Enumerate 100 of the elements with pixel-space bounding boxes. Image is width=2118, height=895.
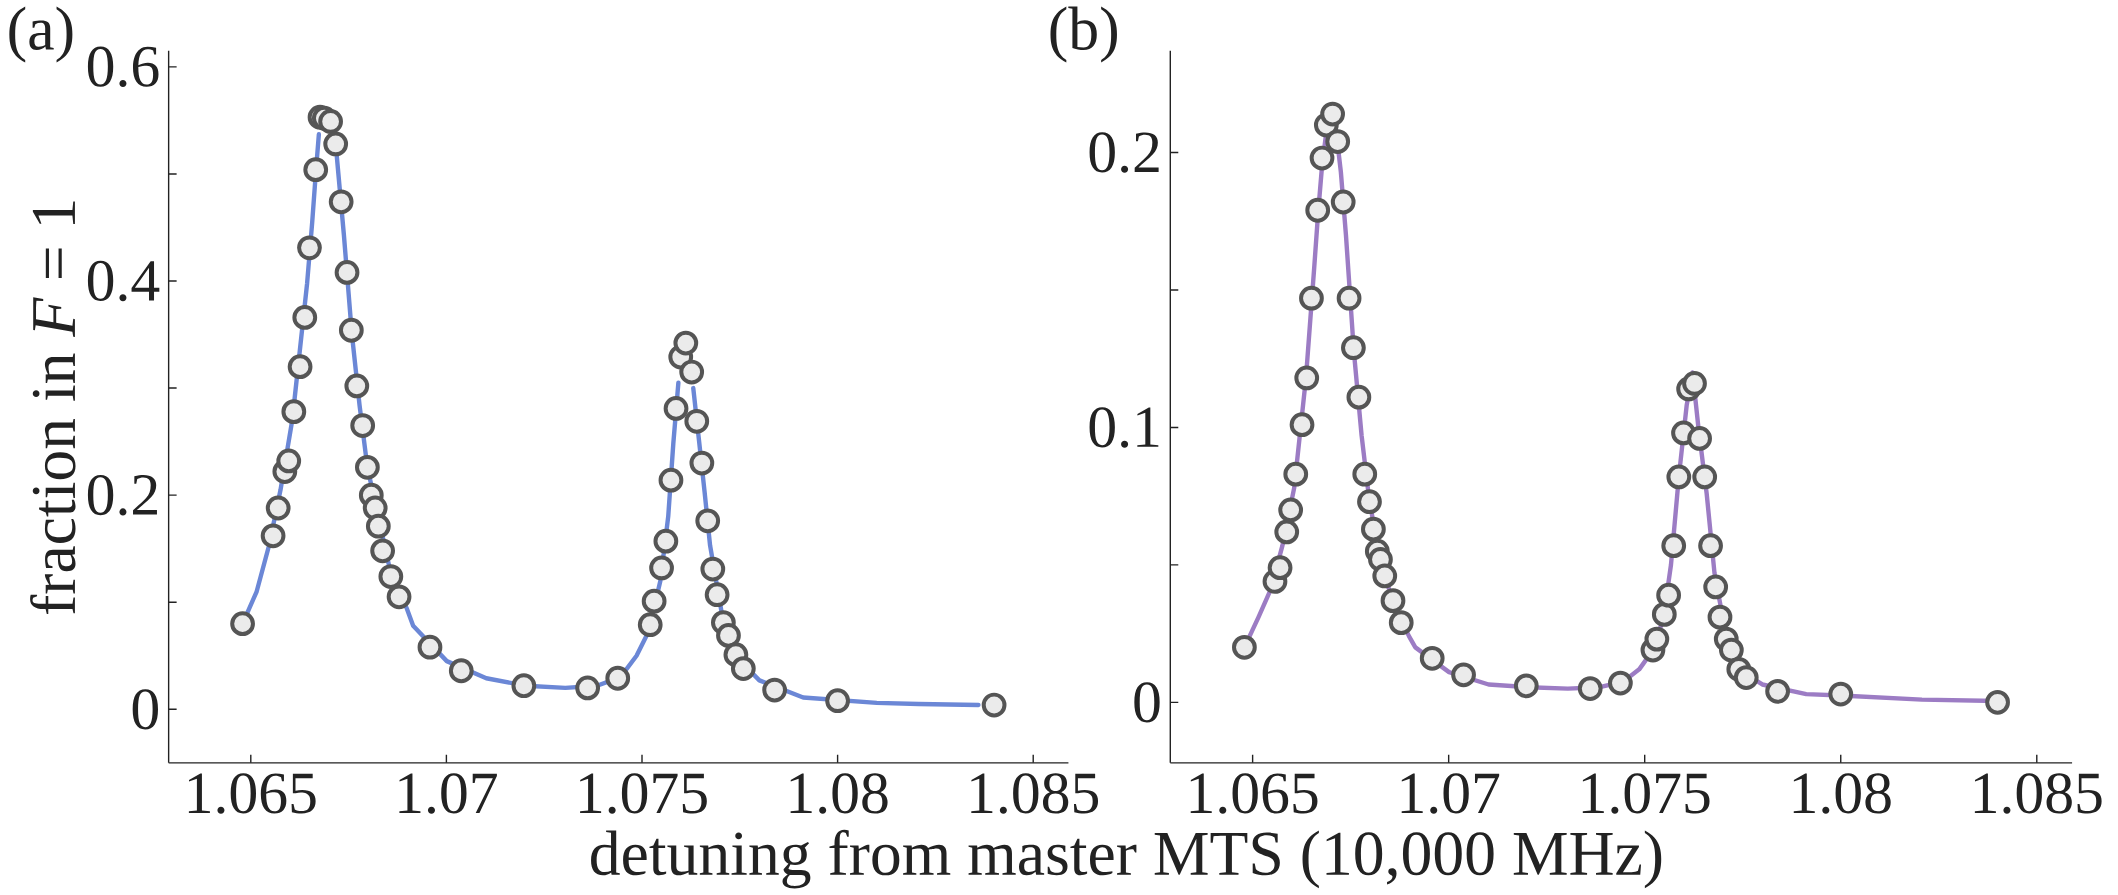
point [575,675,601,701]
point [1325,129,1351,154]
point [386,584,412,610]
point [365,513,391,539]
point [730,656,756,681]
point [1267,555,1293,580]
point [1682,371,1707,396]
point [1703,574,1729,600]
point [1661,533,1687,558]
y-tick-label: 0 [1134,682,1160,723]
point [303,157,329,182]
point [281,399,307,424]
point [1289,412,1315,438]
point [649,555,674,581]
point [637,612,663,638]
point [1372,563,1398,589]
point [276,448,302,474]
x-tick-label: 1.085 [971,773,1099,814]
point [417,634,443,660]
point [1278,497,1304,523]
x-tick-label: 1.075 [1582,773,1710,814]
point [762,677,788,703]
point [1336,285,1362,311]
point [1380,588,1406,613]
y-axis-title: fraction in F = 1 [30,201,76,614]
point [658,467,684,493]
point [641,588,667,614]
x-tick-label: 1.08 [790,773,888,814]
chart-title: (b) [1050,6,1117,63]
point [323,131,349,157]
point [1361,516,1386,542]
point [653,528,679,554]
point [338,317,364,343]
point [1765,678,1791,704]
point [292,304,318,330]
y-tick-label: 0.1 [1089,407,1159,448]
point [1352,461,1378,487]
point [260,523,286,549]
chart-title: (a) [9,6,73,63]
point [1309,145,1335,171]
point [265,495,291,521]
point [1644,626,1670,652]
y-tick-label: 0 [132,689,158,730]
point [1577,676,1603,701]
x-tick-label: 1.085 [1974,773,2102,814]
x-axis-title: detuning from master MTS (10,000 MHz) [591,829,1662,889]
point [1513,673,1539,699]
point [334,260,360,285]
point [1283,461,1309,487]
x-tick-label: 1.065 [188,773,316,814]
point [825,688,850,714]
point [684,408,710,434]
point [287,354,313,380]
x-tick-label: 1.07 [399,773,497,814]
point [605,665,631,691]
point [1707,604,1733,630]
y-tick-label: 0.2 [1089,132,1159,173]
point [1388,610,1414,635]
point [1419,645,1445,671]
point [695,508,721,534]
point [716,623,741,648]
point [1299,285,1324,311]
point [370,538,396,564]
point [354,454,380,480]
point [1330,189,1356,215]
point [689,450,715,476]
point [700,556,726,582]
point [1733,665,1759,690]
point [1320,101,1345,127]
point [1651,601,1677,627]
point [673,330,699,356]
point [1985,689,2010,715]
point [318,109,343,134]
point [328,189,354,215]
point [1451,662,1476,688]
point [1357,489,1382,515]
x-tick-label: 1.065 [1190,773,1318,814]
point [1666,464,1692,490]
point [344,373,370,399]
point [1346,384,1372,410]
point [679,359,705,385]
x-tick-label: 1.08 [1793,773,1891,814]
x-tick-label: 1.07 [1401,773,1500,814]
y-tick-label: 0.6 [87,46,159,88]
point [1656,582,1682,608]
point [511,673,537,699]
y-tick-label: 0.4 [87,260,160,302]
point [448,658,474,684]
point [1692,464,1718,490]
point [1294,365,1320,391]
point [230,611,255,636]
point [663,396,689,421]
point [350,413,376,438]
point [1305,197,1331,223]
point [1608,670,1633,696]
y-tick-label: 0.2 [87,474,157,516]
point [297,235,322,261]
point [1232,634,1257,660]
point [1698,533,1723,558]
point [981,692,1007,718]
